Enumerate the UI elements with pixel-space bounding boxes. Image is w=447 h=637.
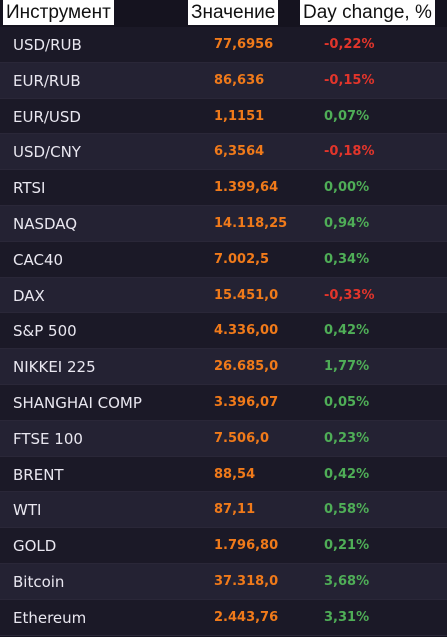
table-row[interactable]: CAC40 7.002,5 0,34% — [0, 241, 447, 278]
day-change-value: -0,33% — [324, 287, 375, 303]
column-header-instrument[interactable]: Инструмент — [3, 0, 114, 25]
day-change-value: 0,42% — [324, 323, 370, 339]
day-change-value: 0,42% — [324, 466, 370, 482]
instrument-value: 7.002,5 — [214, 251, 270, 267]
day-change-value: -0,22% — [324, 37, 375, 52]
instrument-value: 88,54 — [214, 466, 256, 482]
day-change-value: 0,94% — [324, 215, 370, 231]
table-row[interactable]: Ethereum 2.443,76 3,31% — [0, 599, 447, 636]
table-row[interactable]: DAX 15.451,0 -0,33% — [0, 277, 447, 314]
instrument-name: EUR/USD — [13, 107, 81, 126]
instrument-name: NIKKEI 225 — [13, 358, 96, 377]
instrument-value: 1.796,80 — [214, 538, 279, 554]
column-header-day-change[interactable]: Day change, % — [300, 0, 435, 25]
table-row[interactable]: FTSE 100 7.506,0 0,23% — [0, 420, 447, 457]
instrument-value: 14.118,25 — [214, 215, 288, 231]
day-change-value: -0,18% — [324, 144, 375, 160]
instrument-name: CAC40 — [13, 250, 64, 269]
instrument-value: 6,3564 — [214, 144, 265, 160]
instrument-value: 2.443,76 — [214, 609, 279, 625]
table-row[interactable]: NASDAQ 14.118,25 0,94% — [0, 205, 447, 242]
instrument-name: NASDAQ — [13, 214, 78, 233]
instrument-value: 26.685,0 — [214, 359, 279, 375]
instrument-value: 1.399,64 — [214, 180, 279, 196]
instrument-name: DAX — [13, 286, 45, 305]
table-row[interactable]: NIKKEI 225 26.685,0 1,77% — [0, 349, 447, 385]
table-row[interactable]: BRENT 88,54 0,42% — [0, 456, 447, 493]
day-change-value: 0,34% — [324, 251, 370, 267]
quotes-table-body: USD/RUB 77,6956 -0,22% EUR/RUB 86,636 -0,15% E… — [0, 27, 447, 636]
day-change-value: 0,21% — [324, 538, 370, 554]
day-change-value: 3,31% — [324, 609, 370, 625]
instrument-name: FTSE 100 — [13, 429, 83, 448]
day-change-value: 3,68% — [324, 573, 370, 589]
table-row[interactable]: GOLD 1.796,80 0,21% — [0, 528, 447, 564]
table-header: Инструмент Значение Day change, % — [0, 0, 447, 27]
instrument-value: 77,6956 — [214, 37, 274, 52]
instrument-name: WTI — [13, 501, 42, 520]
table-row[interactable]: USD/RUB 77,6956 -0,22% — [0, 27, 447, 63]
column-header-value[interactable]: Значение — [188, 0, 279, 25]
instrument-value: 7.506,0 — [214, 430, 270, 446]
day-change-value: 0,05% — [324, 394, 370, 410]
table-row[interactable]: S&P 500 4.336,00 0,42% — [0, 313, 447, 350]
instrument-name: Bitcoin — [13, 572, 65, 591]
instrument-name: Ethereum — [13, 608, 87, 627]
instrument-name: EUR/RUB — [13, 71, 81, 90]
instrument-name: SHANGHAI COMP — [13, 393, 142, 412]
day-change-value: 0,23% — [324, 430, 370, 446]
day-change-value: -0,15% — [324, 72, 375, 88]
instrument-value: 1,1151 — [214, 108, 265, 124]
table-row[interactable]: EUR/RUB 86,636 -0,15% — [0, 62, 447, 99]
table-row[interactable]: WTI 87,11 0,58% — [0, 492, 447, 529]
instrument-name: USD/RUB — [13, 36, 82, 54]
day-change-value: 0,58% — [324, 502, 370, 518]
day-change-value: 0,07% — [324, 108, 370, 124]
instrument-value: 3.396,07 — [214, 394, 279, 410]
instrument-name: RTSI — [13, 179, 46, 198]
instrument-value: 87,11 — [214, 502, 256, 518]
table-row[interactable]: EUR/USD 1,1151 0,07% — [0, 98, 447, 135]
table-row[interactable]: Bitcoin 37.318,0 3,68% — [0, 563, 447, 600]
instrument-name: GOLD — [13, 537, 57, 556]
table-row[interactable]: RTSI 1.399,64 0,00% — [0, 170, 447, 206]
day-change-value: 0,00% — [324, 180, 370, 196]
instrument-name: BRENT — [13, 465, 64, 484]
table-row[interactable]: USD/CNY 6,3564 -0,18% — [0, 134, 447, 171]
instrument-value: 37.318,0 — [214, 573, 279, 589]
instrument-value: 4.336,00 — [214, 323, 279, 339]
table-row[interactable]: SHANGHAI COMP 3.396,07 0,05% — [0, 384, 447, 421]
instrument-name: S&P 500 — [13, 322, 77, 341]
instrument-value: 15.451,0 — [214, 287, 279, 303]
instrument-name: USD/CNY — [13, 143, 81, 162]
instrument-value: 86,636 — [214, 72, 265, 88]
day-change-value: 1,77% — [324, 359, 370, 375]
